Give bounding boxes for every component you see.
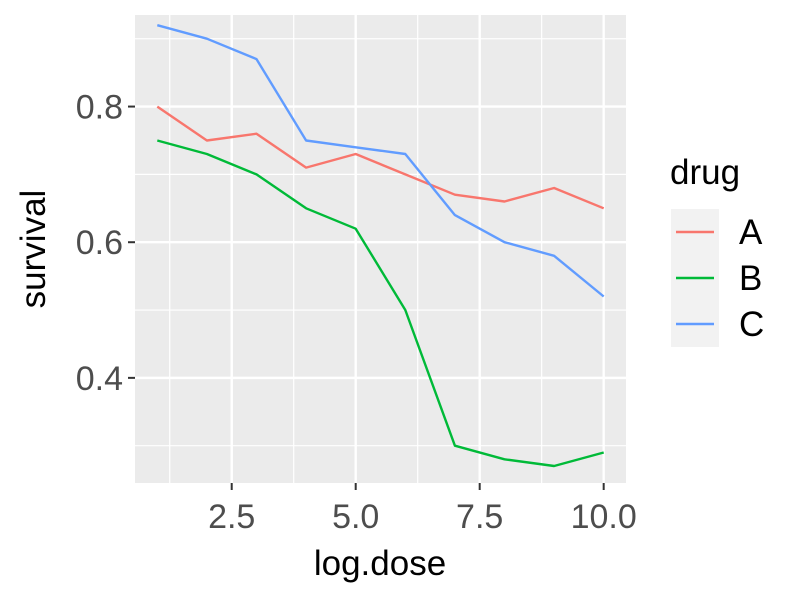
legend: drug ABC	[670, 153, 764, 347]
x-axis-title: log.dose	[314, 544, 446, 583]
legend-title: drug	[670, 153, 740, 192]
legend-label-b: B	[739, 259, 762, 298]
y-tick-label: 0.6	[76, 224, 123, 262]
legend-label-c: C	[739, 305, 764, 344]
y-tick-label: 0.8	[76, 89, 123, 127]
legend-label-a: A	[739, 213, 763, 252]
grid-major	[135, 15, 626, 483]
series-line-b	[156, 139, 605, 468]
plot-panel	[135, 15, 626, 483]
x-tick-label: 5.0	[332, 498, 379, 536]
x-tick-label: 7.5	[456, 498, 503, 536]
y-axis-ticks	[128, 105, 135, 379]
series-line-a	[156, 105, 605, 210]
legend-items: ABC	[671, 209, 764, 347]
x-tick-label: 2.5	[208, 498, 255, 536]
series-lines	[156, 24, 605, 468]
x-tick-label: 10.0	[571, 498, 637, 536]
y-tick-label: 0.4	[76, 360, 123, 398]
x-axis-ticks	[230, 483, 605, 490]
y-axis-title: survival	[14, 190, 53, 309]
x-axis-tick-labels: 2.5 5.0 7.5 10.0	[208, 498, 637, 536]
y-axis-tick-labels: 0.4 0.6 0.8	[76, 89, 123, 398]
grid-minor	[135, 15, 626, 483]
series-line-c	[156, 24, 605, 298]
